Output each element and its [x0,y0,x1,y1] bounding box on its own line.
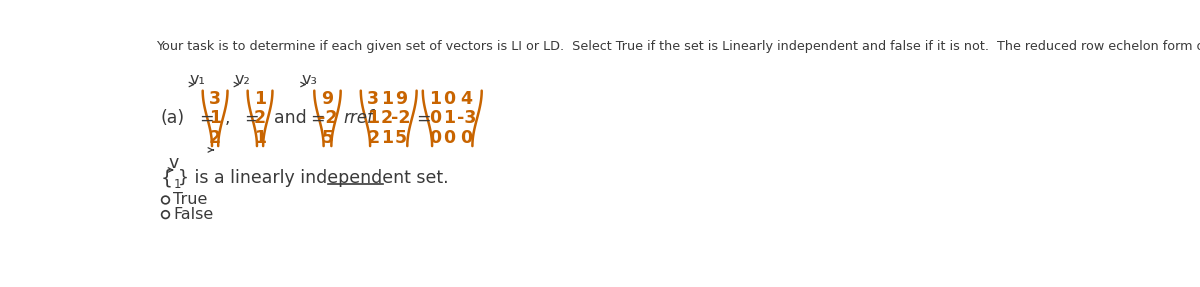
Text: 1: 1 [209,109,221,127]
Text: True: True [173,193,208,208]
Text: rref: rref [343,109,373,127]
Text: } is a linearly independent set.: } is a linearly independent set. [178,169,449,187]
Text: 9: 9 [322,90,334,108]
Text: 1: 1 [174,178,181,191]
Text: 5: 5 [322,129,334,147]
Text: 1: 1 [430,90,442,108]
Text: 0: 0 [430,109,442,127]
Text: 3: 3 [367,90,379,108]
Text: 2: 2 [254,109,266,127]
Text: 4: 4 [461,90,473,108]
Text: -2: -2 [391,109,410,127]
Text: -3: -3 [456,109,476,127]
Text: 1: 1 [443,109,455,127]
Text: v: v [168,154,179,172]
Text: 2: 2 [382,109,394,127]
Text: 0: 0 [443,90,455,108]
Text: 2: 2 [209,129,221,147]
Text: (a): (a) [161,109,185,127]
Text: 5: 5 [395,129,407,147]
Text: False: False [173,207,214,222]
Text: =: = [244,109,258,127]
Text: =: = [311,109,325,127]
Text: 2: 2 [367,129,379,147]
Text: 1: 1 [367,109,379,127]
Text: ,: , [226,109,230,127]
Text: 9: 9 [395,90,407,108]
Text: 1: 1 [382,129,394,147]
Text: =: = [416,109,431,127]
Text: 0: 0 [430,129,442,147]
Text: {: { [161,169,173,188]
Text: 0: 0 [460,129,473,147]
Text: 0: 0 [443,129,455,147]
Text: =: = [199,109,214,127]
Text: 1: 1 [254,90,266,108]
Text: 1: 1 [254,129,266,147]
Text: and: and [274,109,307,127]
Text: v₃: v₃ [301,72,317,87]
Text: v₁: v₁ [190,72,205,87]
Text: Your task is to determine if each given set of vectors is LI or LD.  Select True: Your task is to determine if each given … [156,40,1200,53]
Text: 3: 3 [209,90,221,108]
Text: -2: -2 [318,109,337,127]
Text: 1: 1 [382,90,394,108]
Text: v₂: v₂ [234,72,251,87]
